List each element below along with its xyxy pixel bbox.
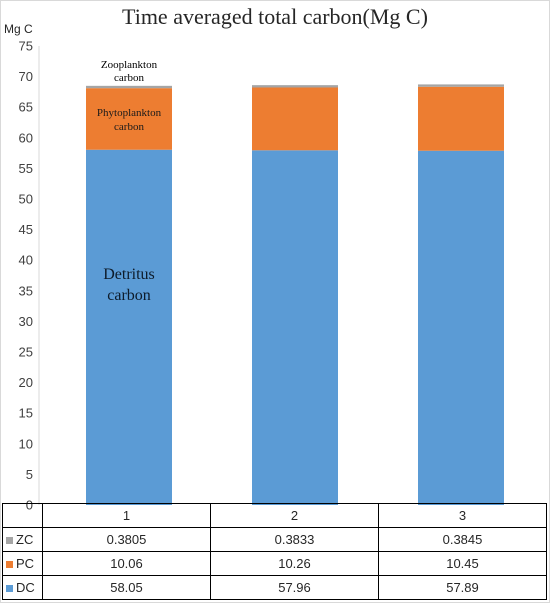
y-tick-label: 65: [19, 100, 33, 115]
table-cell: 0.3845: [378, 527, 547, 552]
table-cell: 10.45: [378, 551, 547, 576]
bar-segment-dc: [418, 150, 504, 505]
annotation-phytoplankton-line1: Phytoplankton: [97, 107, 162, 119]
legend-swatch: [6, 561, 13, 569]
annotation-zooplankton-line1: Zooplankton: [101, 59, 158, 71]
y-tick-label: 50: [19, 192, 33, 207]
y-tick-label: 70: [19, 69, 33, 84]
legend-entry-pc: PC: [2, 551, 43, 576]
y-tick-label: 25: [19, 345, 33, 360]
y-tick-label: 15: [19, 406, 33, 421]
bar-segment-zc: [252, 85, 338, 88]
bar-segment-dc: [86, 149, 172, 505]
table-cell: 57.89: [378, 575, 547, 600]
bar-segment-pc: [252, 87, 338, 151]
table-row: PC 10.06 10.26 10.45: [2, 551, 547, 576]
bar-segment-dc: [252, 150, 338, 506]
y-tick-label: 20: [19, 375, 33, 390]
y-tick-label: 35: [19, 283, 33, 298]
bar-segment-zc: [418, 84, 504, 87]
table-row: DC 58.05 57.96 57.89: [2, 575, 547, 600]
legend-label: ZC: [16, 532, 34, 547]
y-tick-label: 40: [19, 253, 33, 268]
bar-segment-pc: [86, 88, 172, 150]
legend-entry-dc: DC: [2, 575, 43, 600]
legend-entry-zc: ZC: [2, 527, 43, 552]
table-cell: 10.06: [42, 551, 211, 576]
y-tick-label: 60: [19, 130, 33, 145]
table-cell: 10.26: [210, 551, 379, 576]
table-category: 2: [210, 503, 379, 528]
annotation-phytoplankton-line2: carbon: [114, 121, 144, 133]
annotation-zooplankton-line2: carbon: [114, 72, 144, 84]
table-cell: 0.3805: [42, 527, 211, 552]
bar-segment-zc: [86, 85, 172, 89]
y-tick-label: 5: [26, 467, 33, 482]
data-table: 1 2 3 ZC 0.3805 0.3833 0.3845 PC 10.06 1…: [2, 503, 547, 600]
legend-swatch: [6, 585, 13, 593]
y-tick-label: 45: [19, 222, 33, 237]
y-axis-label: Mg C: [4, 22, 33, 36]
chart-title: Time averaged total carbon(Mg C): [122, 4, 428, 29]
table-row: ZC 0.3805 0.3833 0.3845: [2, 527, 547, 552]
table-category: 1: [42, 503, 211, 528]
legend-swatch: [6, 537, 13, 545]
y-tick-label: 30: [19, 314, 33, 329]
bar-segment-pc: [418, 86, 504, 151]
table-corner: [2, 503, 43, 528]
legend-label: DC: [16, 580, 35, 595]
table-cell: 0.3833: [210, 527, 379, 552]
annotation-detritus-line2: carbon: [107, 287, 151, 304]
y-tick-label: 75: [19, 39, 33, 54]
legend-label: PC: [16, 556, 35, 571]
table-category: 3: [378, 503, 547, 528]
annotation-detritus-line1: Detritus: [103, 266, 155, 283]
table-cell: 58.05: [42, 575, 211, 600]
table-header-row: 1 2 3: [2, 503, 547, 528]
y-tick-label: 10: [19, 436, 33, 451]
y-tick-label: 55: [19, 161, 33, 176]
table-cell: 57.96: [210, 575, 379, 600]
